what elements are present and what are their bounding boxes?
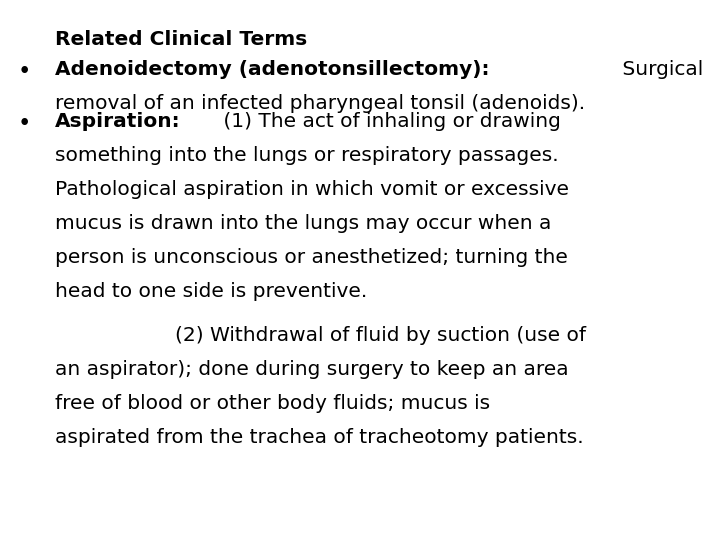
Text: mucus is drawn into the lungs may occur when a: mucus is drawn into the lungs may occur … bbox=[55, 214, 552, 233]
Text: aspirated from the trachea of tracheotomy patients.: aspirated from the trachea of tracheotom… bbox=[55, 428, 584, 447]
Text: free of blood or other body fluids; mucus is: free of blood or other body fluids; mucu… bbox=[55, 394, 490, 413]
Text: •: • bbox=[18, 60, 32, 83]
Text: (2) Withdrawal of fluid by suction (use of: (2) Withdrawal of fluid by suction (use … bbox=[175, 326, 586, 345]
Text: Pathological aspiration in which vomit or excessive: Pathological aspiration in which vomit o… bbox=[55, 180, 569, 199]
Text: Adenoidectomy (adenotonsillectomy):: Adenoidectomy (adenotonsillectomy): bbox=[55, 60, 490, 79]
Text: (1) The act of inhaling or drawing: (1) The act of inhaling or drawing bbox=[217, 112, 561, 131]
Text: Aspiration:: Aspiration: bbox=[55, 112, 181, 131]
Text: person is unconscious or anesthetized; turning the: person is unconscious or anesthetized; t… bbox=[55, 248, 568, 267]
Text: something into the lungs or respiratory passages.: something into the lungs or respiratory … bbox=[55, 146, 559, 165]
Text: removal of an infected pharyngeal tonsil (adenoids).: removal of an infected pharyngeal tonsil… bbox=[55, 94, 585, 113]
Text: an aspirator); done during surgery to keep an area: an aspirator); done during surgery to ke… bbox=[55, 360, 569, 379]
Text: head to one side is preventive.: head to one side is preventive. bbox=[55, 282, 367, 301]
Text: Related Clinical Terms: Related Clinical Terms bbox=[55, 30, 307, 49]
Text: Surgical: Surgical bbox=[616, 60, 703, 79]
Text: •: • bbox=[18, 112, 32, 135]
